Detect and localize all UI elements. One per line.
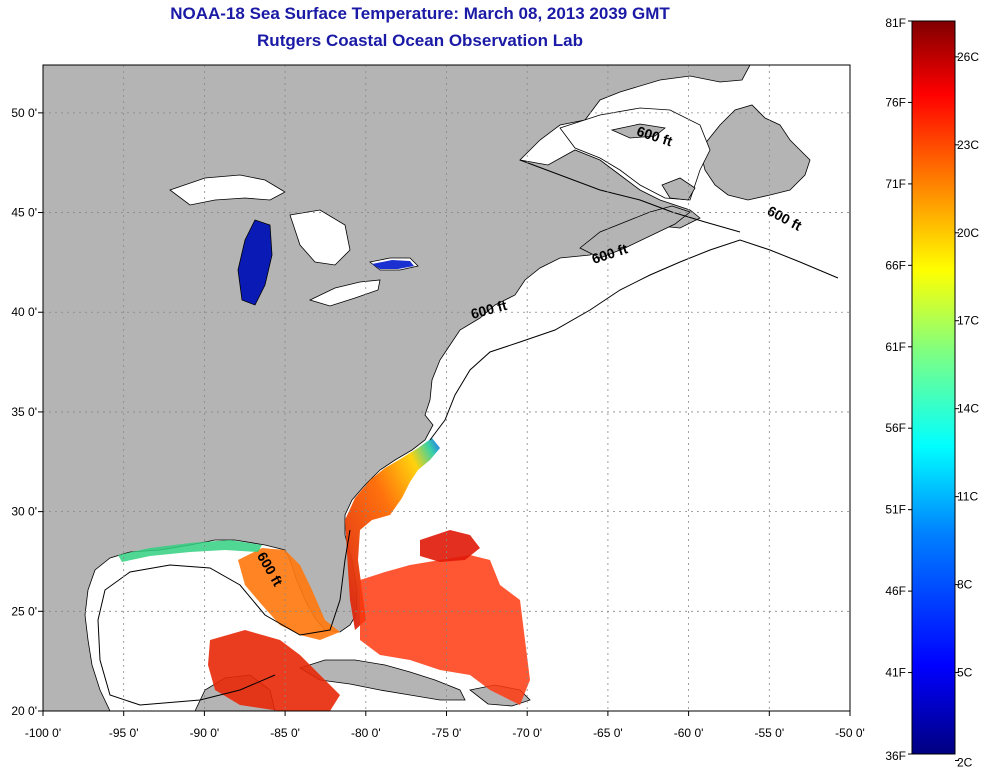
colorbar-gradient (911, 20, 956, 755)
sst-atlantic-patch-2 (420, 530, 480, 562)
colorbar: 81F 76F 71F 66F 61F 56F 51F 46F 41F 36F 26C 23C 20C… (885, 16, 979, 770)
x-tick-label: -100 0' (25, 726, 61, 740)
colorbar-c-label: 8C (957, 578, 973, 592)
cuba-land (299, 659, 466, 701)
x-tick-label: -60 0' (674, 726, 704, 740)
colorbar-c-label: 20C (957, 226, 979, 240)
y-tick-label: 45 0' (11, 206, 37, 220)
x-tick-label: -85 0' (270, 726, 300, 740)
colorbar-celsius-labels: 26C 23C 20C 17C 14C 11C 8C 5C 2C (955, 50, 979, 770)
map-grid (43, 65, 850, 711)
colorbar-f-label: 41F (885, 666, 906, 680)
colorbar-c-label: 5C (957, 666, 973, 680)
isobath-600ft-gulf (97, 529, 351, 706)
y-tick-label: 25 0' (11, 604, 37, 618)
chart-title: NOAA-18 Sea Surface Temperature: March 0… (170, 4, 670, 23)
colorbar-f-label: 71F (885, 177, 906, 191)
colorbar-f-label: 36F (885, 749, 906, 763)
y-tick-label: 30 0' (11, 505, 37, 519)
x-tick-label: -65 0' (593, 726, 623, 740)
lake-ontario-sst (372, 260, 414, 269)
sst-gulf-patch (208, 630, 340, 711)
colorbar-c-label: 14C (957, 402, 979, 416)
newfoundland-land (699, 104, 811, 201)
sst-atlantic-patch (360, 555, 530, 705)
colorbar-f-label: 61F (885, 340, 906, 354)
gulf-st-lawrence (559, 107, 711, 201)
lake-michigan-sst (237, 219, 273, 306)
x-tick-label: -80 0' (351, 726, 381, 740)
colorbar-c-label: 17C (957, 314, 979, 328)
colorbar-f-label: 66F (885, 258, 906, 272)
colorbar-f-label: 76F (885, 95, 906, 109)
isobath-600ft-north (519, 159, 741, 233)
isobath-600ft (429, 239, 839, 441)
colorbar-f-label: 46F (885, 584, 906, 598)
lake-superior (169, 174, 286, 206)
colorbar-c-label: 26C (957, 50, 979, 64)
lake-erie (308, 279, 381, 307)
chart-subtitle: Rutgers Coastal Ocean Observation Lab (257, 31, 583, 50)
colorbar-fahrenheit-labels: 81F 76F 71F 66F 61F 56F 51F 46F 41F 36F (885, 16, 912, 763)
y-tick-label: 35 0' (11, 405, 37, 419)
colorbar-c-label: 11C (957, 490, 978, 504)
colorbar-c-label: 23C (957, 138, 979, 152)
y-tick-label: 20 0' (11, 704, 37, 718)
sst-florida-west (238, 548, 340, 640)
lake-huron (289, 209, 351, 266)
colorbar-f-label: 81F (885, 16, 906, 30)
x-tick-label: -90 0' (190, 726, 220, 740)
colorbar-c-label: 2C (957, 756, 973, 770)
x-tick-label: -55 0' (754, 726, 784, 740)
x-tick-label: -50 0' (835, 726, 865, 740)
x-tick-label: -95 0' (109, 726, 139, 740)
latitude-axis: 20 0' 25 0' 30 0' 35 0' 40 0' 45 0' 50 0' (11, 106, 43, 718)
sst-gulf-coast (118, 540, 262, 562)
y-tick-label: 40 0' (11, 305, 37, 319)
longitude-axis: -100 0' -95 0' -90 0' -85 0' -80 0' -75 0' -70… (25, 711, 865, 740)
sst-gulf-stream (345, 438, 440, 630)
x-tick-label: -70 0' (512, 726, 542, 740)
y-tick-label: 50 0' (11, 106, 37, 120)
anticosti-land (610, 123, 666, 139)
colorbar-f-label: 56F (885, 421, 906, 435)
colorbar-f-label: 51F (885, 503, 906, 517)
x-tick-label: -75 0' (432, 726, 462, 740)
cape-breton-land (661, 177, 696, 201)
